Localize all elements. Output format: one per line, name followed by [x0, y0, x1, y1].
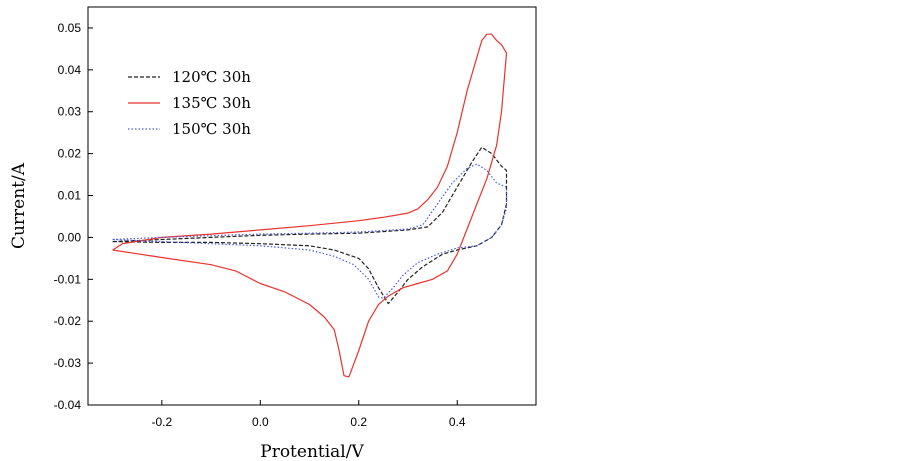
- plot-frame: [87, 6, 537, 406]
- y-tick-label: -0.02: [54, 314, 82, 328]
- y-axis-title: Current/A: [9, 162, 29, 249]
- x-tick-label: 0.0: [252, 415, 269, 429]
- x-tick-label: 0.2: [350, 415, 367, 429]
- series-line-0: [112, 146, 508, 305]
- y-tick-label: 0.05: [58, 21, 82, 35]
- y-tick-label: -0.01: [54, 272, 82, 286]
- series-lines: [112, 33, 508, 378]
- y-tick-label: 0.02: [58, 147, 82, 161]
- y-tick-label: 0.00: [58, 230, 82, 244]
- legend-label-135c: 135℃ 30h: [172, 94, 251, 112]
- y-tick-label: -0.04: [54, 398, 82, 412]
- x-axis-title: Protential/V: [260, 442, 364, 461]
- legend-label-150c: 150℃ 30h: [172, 120, 251, 138]
- series-line-1: [112, 33, 508, 378]
- y-tick-label: 0.01: [58, 189, 82, 203]
- legend: 120℃ 30h 135℃ 30h 150℃ 30h: [128, 68, 251, 138]
- x-axis-ticks: -0.2 0.0 0.2 0.4: [152, 400, 466, 429]
- x-tick-label: -0.2: [152, 415, 173, 429]
- y-tick-label: 0.03: [58, 105, 82, 119]
- series-line-2: [112, 163, 508, 299]
- y-tick-label: -0.03: [54, 356, 82, 370]
- x-tick-label: 0.4: [449, 415, 466, 429]
- y-axis-ticks: -0.04 -0.03 -0.02 -0.01 0.00 0.01 0.02 0.03 0.04…: [54, 21, 93, 412]
- y-tick-label: 0.04: [58, 63, 82, 77]
- legend-label-120c: 120℃ 30h: [172, 68, 251, 86]
